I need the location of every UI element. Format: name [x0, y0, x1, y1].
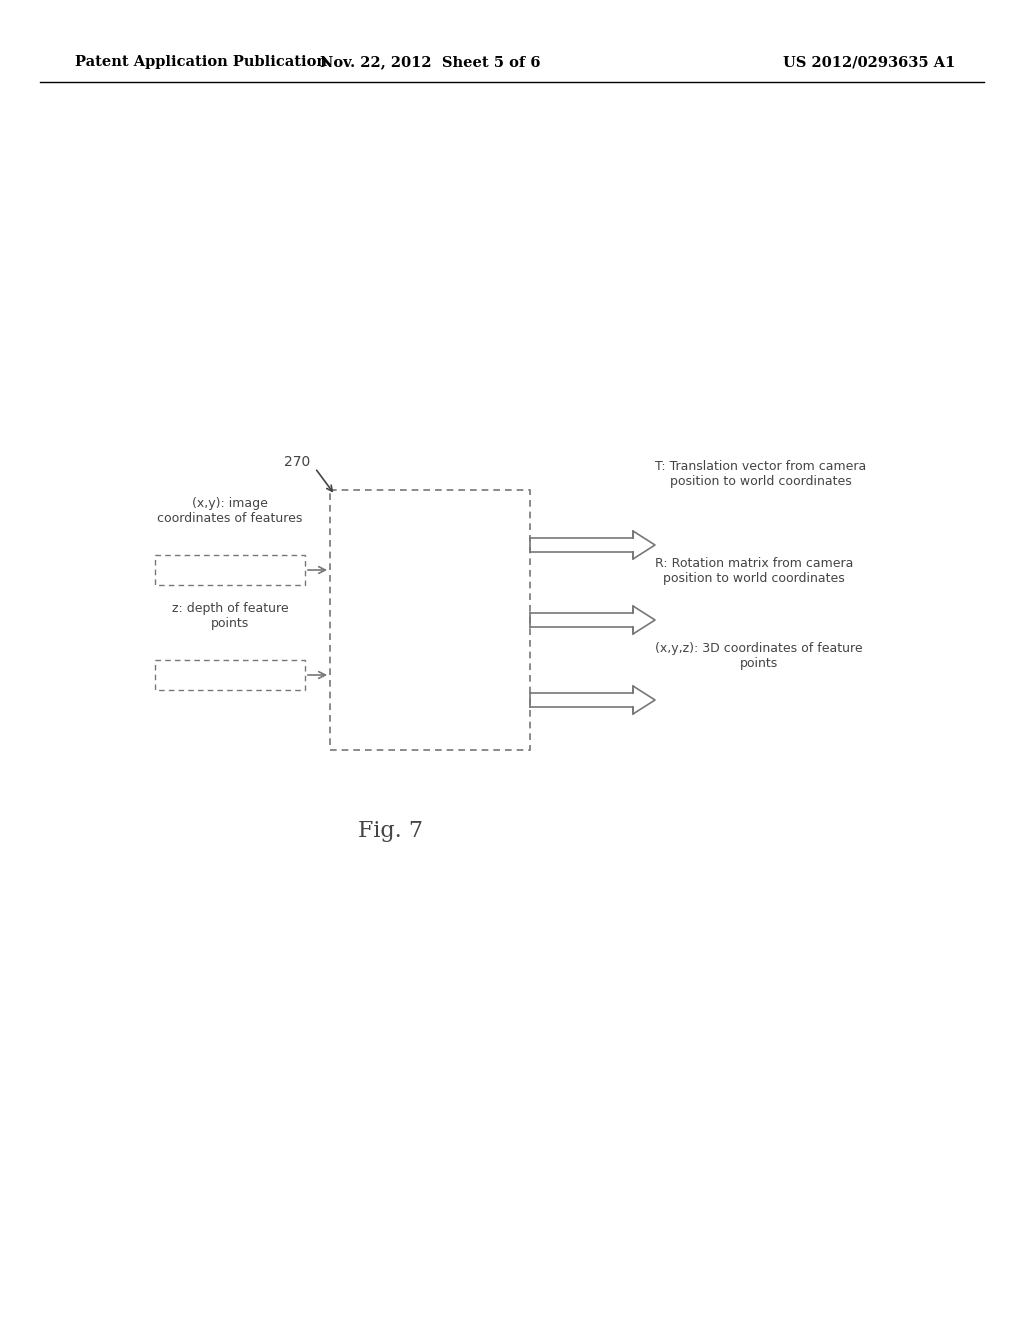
Text: US 2012/0293635 A1: US 2012/0293635 A1	[782, 55, 955, 69]
Text: T: Translation vector from camera
position to world coordinates: T: Translation vector from camera positi…	[655, 459, 866, 488]
Bar	[330, 490, 530, 750]
Text: z: depth of feature
points: z: depth of feature points	[172, 602, 289, 630]
Text: 270: 270	[284, 455, 310, 469]
Text: Nov. 22, 2012  Sheet 5 of 6: Nov. 22, 2012 Sheet 5 of 6	[319, 55, 541, 69]
Text: (x,y,z): 3D coordinates of feature
points: (x,y,z): 3D coordinates of feature point…	[655, 642, 862, 671]
Text: Patent Application Publication: Patent Application Publication	[75, 55, 327, 69]
Bar	[155, 660, 305, 690]
Text: R: Rotation matrix from camera
position to world coordinates: R: Rotation matrix from camera position …	[655, 557, 853, 585]
Text: Fig. 7: Fig. 7	[357, 820, 423, 842]
Text: (x,y): image
coordinates of features: (x,y): image coordinates of features	[158, 498, 303, 525]
Bar	[155, 554, 305, 585]
